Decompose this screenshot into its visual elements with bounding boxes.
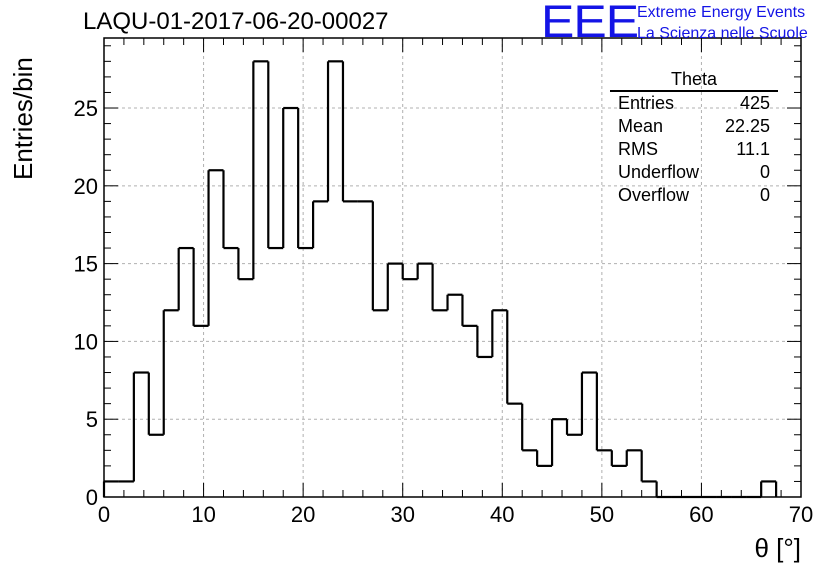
- stats-value: 22.25: [724, 116, 770, 136]
- eee-logo: EEE: [541, 0, 639, 47]
- stats-value: 425: [739, 93, 770, 113]
- y-tick-label: 15: [74, 252, 98, 277]
- x-axis-label: θ [°]: [754, 533, 801, 563]
- y-tick-label: 10: [74, 329, 98, 354]
- x-tick-label: 30: [390, 502, 414, 527]
- x-tick-label: 50: [590, 502, 614, 527]
- stats-row-entries: Entries 425: [610, 92, 778, 115]
- stats-label: Entries: [618, 93, 675, 113]
- x-tick-label: 0: [98, 502, 110, 527]
- x-tick-label: 70: [789, 502, 813, 527]
- stats-label: Mean: [618, 116, 664, 136]
- chart-title: LAQU-01-2017-06-20-00027: [83, 8, 389, 35]
- x-tick-label: 40: [490, 502, 514, 527]
- stats-row-underflow: Underflow 0: [610, 161, 778, 184]
- plot-frame: [103, 37, 802, 498]
- stats-label: Underflow: [618, 162, 700, 182]
- logo-caption-line2: La Scienza nelle Scuole: [637, 25, 808, 42]
- y-tick-label: 20: [74, 174, 98, 199]
- stats-label: Overflow: [618, 185, 690, 205]
- y-tick-label: 5: [86, 407, 98, 432]
- x-tick-label: 60: [689, 502, 713, 527]
- stats-row-mean: Mean 22.25: [610, 115, 778, 138]
- y-tick-label: 25: [74, 96, 98, 121]
- x-tick-label: 20: [291, 502, 315, 527]
- stats-row-overflow: Overflow 0: [610, 184, 778, 207]
- stats-value: 0: [759, 185, 770, 205]
- y-axis-label: Entries/bin: [8, 57, 38, 180]
- stats-title: Theta: [610, 68, 778, 92]
- x-tick-label: 10: [191, 502, 215, 527]
- stats-box: Theta Entries 425 Mean 22.25 RMS 11.1 Un…: [610, 68, 778, 207]
- y-tick-label: 0: [86, 485, 98, 510]
- stats-value: 0: [759, 162, 770, 182]
- logo-caption-line1: Extreme Energy Events: [637, 4, 806, 21]
- stats-value: 11.1: [736, 139, 770, 159]
- stats-row-rms: RMS 11.1: [610, 138, 778, 161]
- stats-label: RMS: [618, 139, 658, 159]
